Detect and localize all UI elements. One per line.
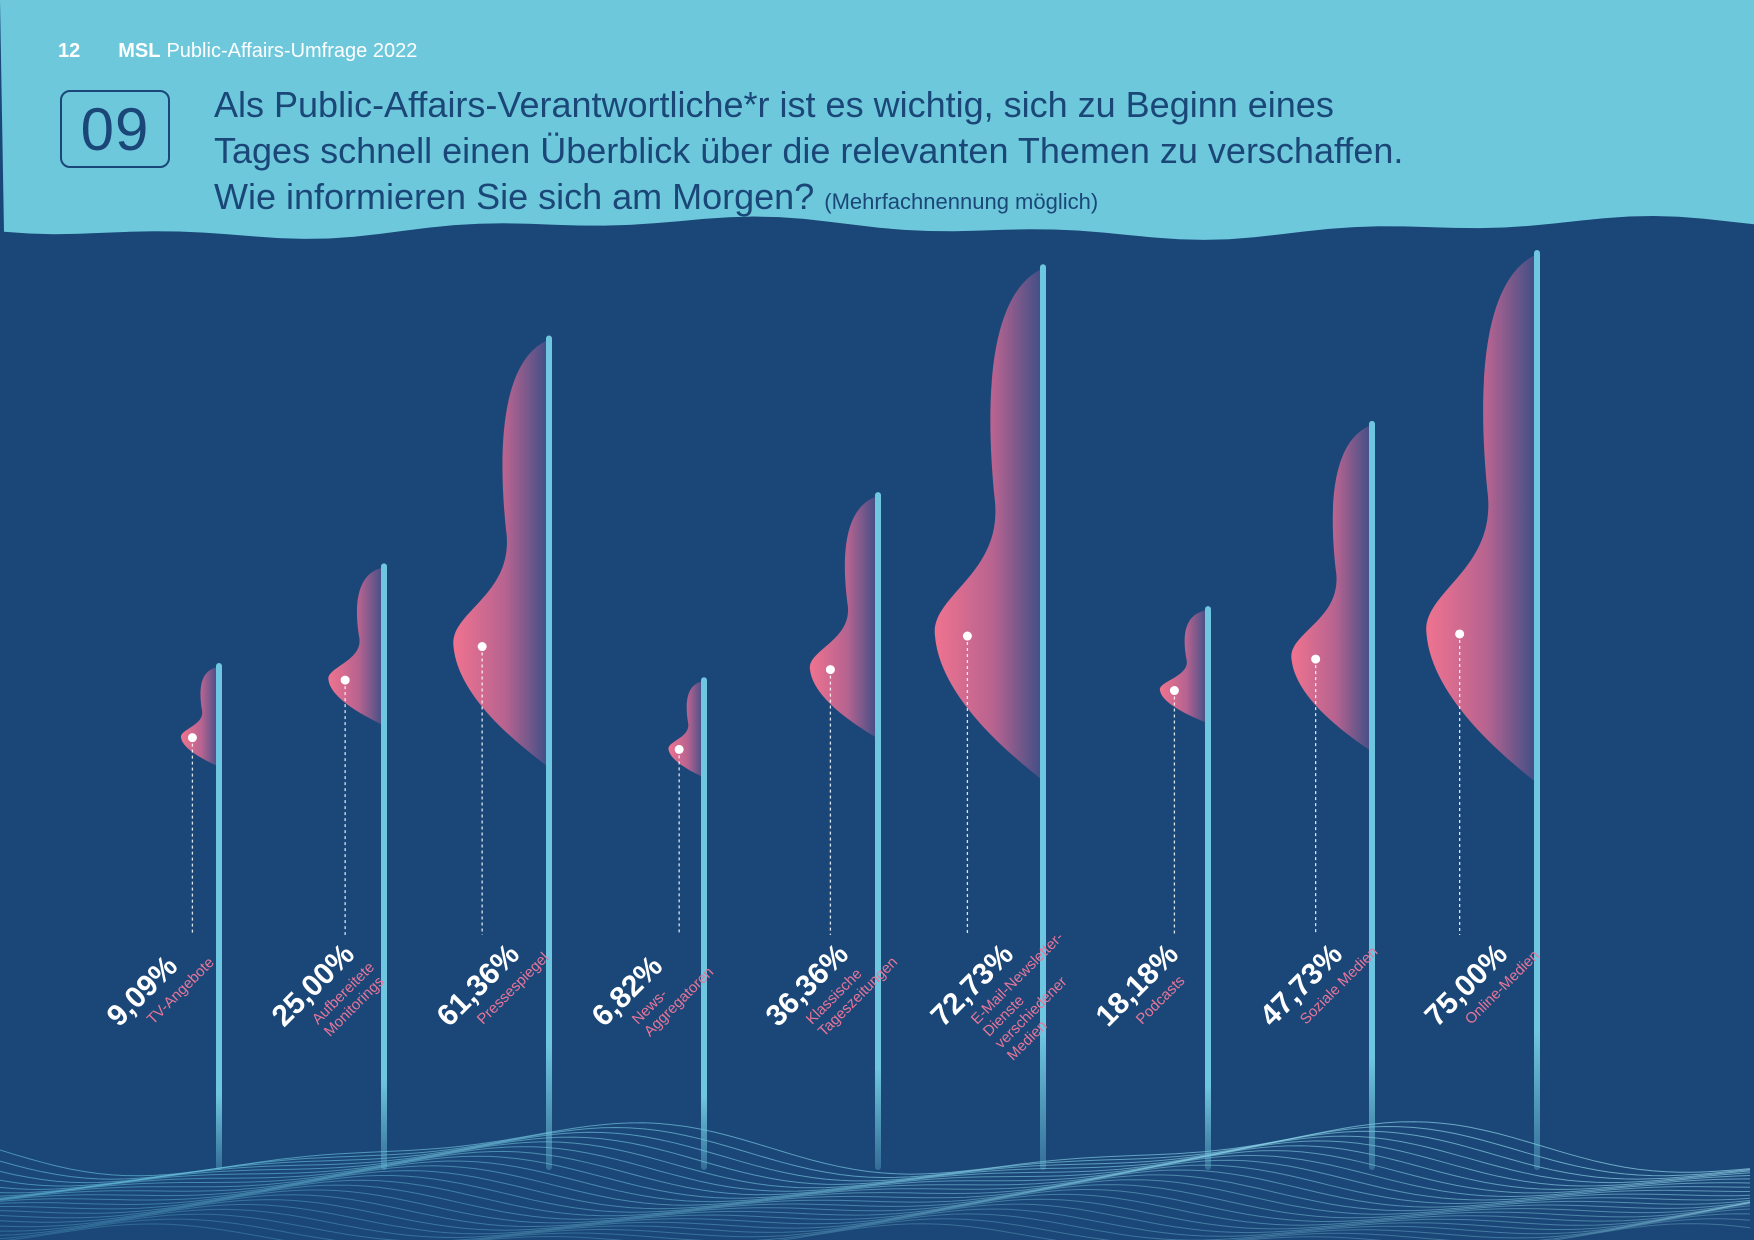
marker-dot [962,631,972,641]
category-label-group: 9,09%TV-Angebote [101,949,218,1032]
category-label-group: 72,73%E-Mail-Newsletter-Diensteverschied… [925,929,1071,1064]
category-label-group: 61,36%Pressespiegel [431,938,553,1033]
category-label-group: 47,73%Soziale Medien [1254,938,1382,1033]
brand-logo-text: MSL [118,40,161,62]
value-pole [216,663,222,1170]
distribution-shape [1426,254,1537,784]
value-pole [1040,264,1046,1170]
page-header: 12 MSL Public-Affairs-Umfrage 2022 [58,40,417,63]
marker-dot [1311,654,1321,664]
distribution-shape [934,268,1043,781]
bottom-waves [0,1121,1751,1240]
top-band [0,0,1754,240]
question-number-badge: 09 [60,90,170,168]
value-pole [701,677,707,1170]
distribution-shape [328,567,384,726]
marker-dot [674,744,684,754]
publication-title: Public-Affairs-Umfrage 2022 [166,40,418,62]
marker-dot [187,733,197,743]
category-label-group: 18,18%Podcasts [1090,938,1189,1033]
distribution-shape [180,667,219,767]
marker-dot [477,642,487,652]
question-text: Als Public-Affairs-Verantwortliche*r ist… [214,82,1714,225]
marker-dot [1169,686,1179,696]
distribution-shape [453,339,549,768]
question-line-3-text: Wie informieren Sie sich am Morgen? [214,176,815,217]
value-pole [381,563,387,1170]
distribution-shape [1159,610,1208,724]
distribution-shape [668,681,704,778]
marker-dot [340,675,350,685]
question-note: (Mehrfachnennung möglich) [824,189,1099,214]
category-label-group: 75,00%Online-Medien [1419,938,1543,1033]
question-line-3: Wie informieren Sie sich am Morgen? (Meh… [214,174,1714,225]
value-pole [1534,250,1540,1170]
value-pole [546,335,552,1171]
marker-dot [1455,629,1465,639]
question-line-2: Tages schnell einen Überblick über die r… [214,130,1404,171]
distribution-shape [1291,424,1372,752]
category-label-group: 6,82%News-Aggregatoren [586,949,717,1040]
value-pole [1205,606,1211,1170]
value-pole [1369,420,1375,1171]
distribution-shape [809,496,878,739]
page-number: 12 [58,40,81,62]
value-pole [875,492,881,1170]
marker-dot [825,665,835,675]
question-line-1: Als Public-Affairs-Verantwortliche*r ist… [214,84,1334,125]
